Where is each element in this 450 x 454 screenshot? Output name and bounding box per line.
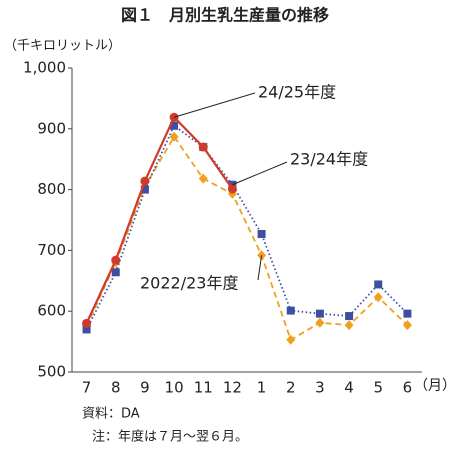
x-tick-label: 7	[82, 379, 92, 397]
marker	[140, 185, 149, 194]
y-tick-label: 500	[37, 363, 66, 381]
series-line	[85, 135, 409, 342]
x-axis-unit: （月）	[414, 378, 450, 394]
x-tick-label: 5	[373, 379, 383, 397]
series-line	[85, 115, 234, 324]
chart-title: 図１ 月別生乳生産量の推移	[121, 6, 329, 25]
x-tick-label: 1	[257, 379, 267, 397]
marker	[315, 309, 324, 318]
x-tick-label: 8	[111, 379, 121, 397]
marker	[111, 255, 121, 265]
y-tick-label: 700	[37, 241, 66, 259]
y-tick-label: 800	[37, 180, 66, 198]
marker	[82, 318, 92, 328]
marker	[169, 131, 179, 142]
marker	[286, 334, 296, 345]
leader-line	[232, 161, 288, 186]
x-tick-label: 10	[165, 379, 184, 397]
x-tick-label: 4	[344, 379, 354, 397]
x-tick-label: 2	[286, 379, 296, 397]
series-line	[85, 124, 409, 330]
leader-line	[173, 92, 256, 118]
marker	[170, 121, 179, 130]
marker	[286, 306, 295, 315]
series-label: 23/24年度	[290, 150, 368, 169]
x-tick-label: 12	[223, 379, 242, 397]
marker	[345, 312, 354, 321]
note: 資料：DA	[82, 407, 140, 422]
x-tick-label: 9	[140, 379, 150, 397]
x-tick-label: 3	[315, 379, 325, 397]
marker	[140, 176, 150, 186]
series-label: 2022/23年度	[140, 274, 238, 293]
marker	[403, 309, 412, 318]
marker	[82, 325, 91, 334]
series-label: 24/25年度	[258, 83, 336, 102]
x-tick-label: 6	[403, 379, 413, 397]
x-tick-label: 11	[194, 379, 213, 397]
marker	[198, 173, 208, 184]
leader-line	[257, 255, 263, 281]
y-tick-label: 900	[37, 119, 66, 137]
y-tick-label: 1,000	[23, 59, 66, 77]
marker	[402, 320, 412, 331]
marker	[111, 268, 120, 277]
y-axis-label: （千キロリットル）	[4, 39, 121, 54]
marker	[257, 229, 266, 238]
marker	[344, 320, 354, 331]
marker	[227, 184, 237, 194]
marker	[198, 142, 208, 152]
marker	[373, 292, 383, 303]
y-tick-label: 600	[37, 302, 66, 320]
marker	[374, 280, 383, 289]
marker	[315, 317, 325, 328]
note: 注：年度は７月～翌６月。	[92, 429, 248, 445]
